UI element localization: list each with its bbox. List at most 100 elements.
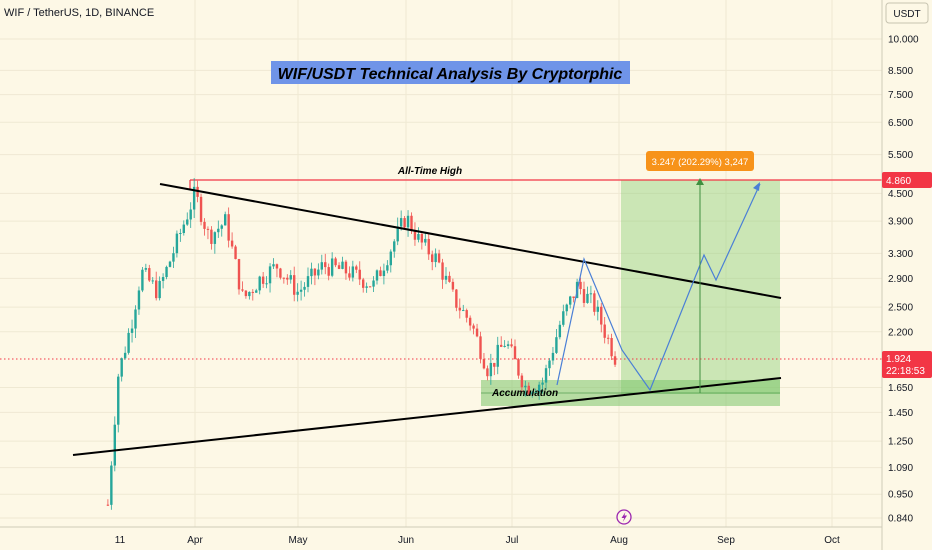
candle-body [275,264,279,269]
candle-body [289,275,292,280]
candle-body [420,234,424,243]
candle-body [441,262,444,280]
currency-box[interactable] [885,2,929,24]
accumulation-label: Accumulation [491,388,558,399]
price-tick-label: 2.500 [888,303,913,314]
price-tick-label: 2.900 [888,274,913,285]
candle-body [386,265,389,271]
candle-body [144,268,148,270]
candle-body [572,296,575,298]
candle-body [230,240,234,247]
candle-body [258,276,261,291]
candle-body [375,270,379,281]
candle-body [600,306,603,325]
candle-body [148,268,151,281]
candle-body [496,344,499,367]
candle-body [241,289,244,291]
title-banner [271,61,630,84]
candle-body [362,279,365,288]
time-tick-label: Aug [610,535,628,546]
candle-body [586,293,589,303]
candle-body [413,230,417,240]
candle-body [120,358,123,377]
candle-body [606,337,610,339]
candle-body [227,214,230,241]
candle-body [255,290,258,293]
candle-body [334,258,337,266]
price-tick-label: 3.900 [888,217,913,228]
candle-body [527,385,530,395]
candle-body [186,219,189,225]
price-tick-label: 1.250 [888,437,913,448]
time-tick-label: 11 [115,535,126,546]
candle-body [524,385,527,388]
candle-body [261,276,265,284]
price-tick-label: 4.500 [888,189,913,200]
price-tick-label: 8.500 [888,66,913,77]
candle-body [565,304,568,312]
candle-body [206,228,210,230]
price-tick-label: 10.000 [888,35,919,46]
candle-body [344,261,348,274]
candle-body [444,275,448,280]
lightning-icon[interactable] [616,509,632,525]
candle-body [372,280,375,287]
candle-body [234,246,237,260]
candle-body [403,218,406,228]
candle-body [399,218,403,227]
candle-body [155,280,158,299]
candle-body [192,186,196,210]
candle-body [410,215,413,231]
candle-body [337,265,341,269]
candle-body [610,338,613,357]
candle-body [123,352,127,359]
candle-body [541,382,544,385]
candle-body [424,238,427,243]
projection-path [556,183,761,392]
candle-body [268,266,272,284]
candle-body [182,224,185,234]
candle-body [341,261,344,269]
candle-body [603,324,606,338]
price-tick-label: 0.950 [888,490,913,501]
candle-body [562,311,565,325]
candle-body [482,358,486,369]
candle-body [127,332,130,353]
candle-body [458,307,461,311]
candle-body [417,234,420,240]
time-tick-label: Oct [824,535,840,546]
candle-body [489,362,493,377]
candle-body [596,306,599,312]
time-axis-labels: 11 Apr May Jun Jul Aug Sep Oct [115,535,840,546]
candle-body [468,317,472,326]
candle-body [279,268,282,278]
candle-body [293,275,296,295]
candle-body [303,286,306,290]
candle-body [199,196,203,222]
candle-body [479,336,482,359]
grid [0,0,882,527]
candle-body [506,344,510,346]
candle-body [520,375,524,388]
time-tick-label: Jul [506,535,519,546]
candle-body [389,251,392,266]
price-axis-panel[interactable] [882,0,932,550]
candle-body [351,266,355,278]
candle-body [248,291,251,297]
candle-body [224,214,227,226]
candle-body [579,281,582,290]
target-measure-arrowhead [696,178,704,185]
candle-body [486,368,489,377]
candle-body [548,360,551,369]
candle-body [272,264,275,267]
candle-body [317,269,320,276]
candle-body [110,465,113,505]
candle-body [517,359,520,376]
candle-body [306,276,310,287]
symbol-header[interactable]: WIF / TetherUS, 1D, BINANCE [4,7,154,19]
candle-body [179,233,182,235]
candle-body [282,277,286,279]
candle-body [203,221,206,229]
